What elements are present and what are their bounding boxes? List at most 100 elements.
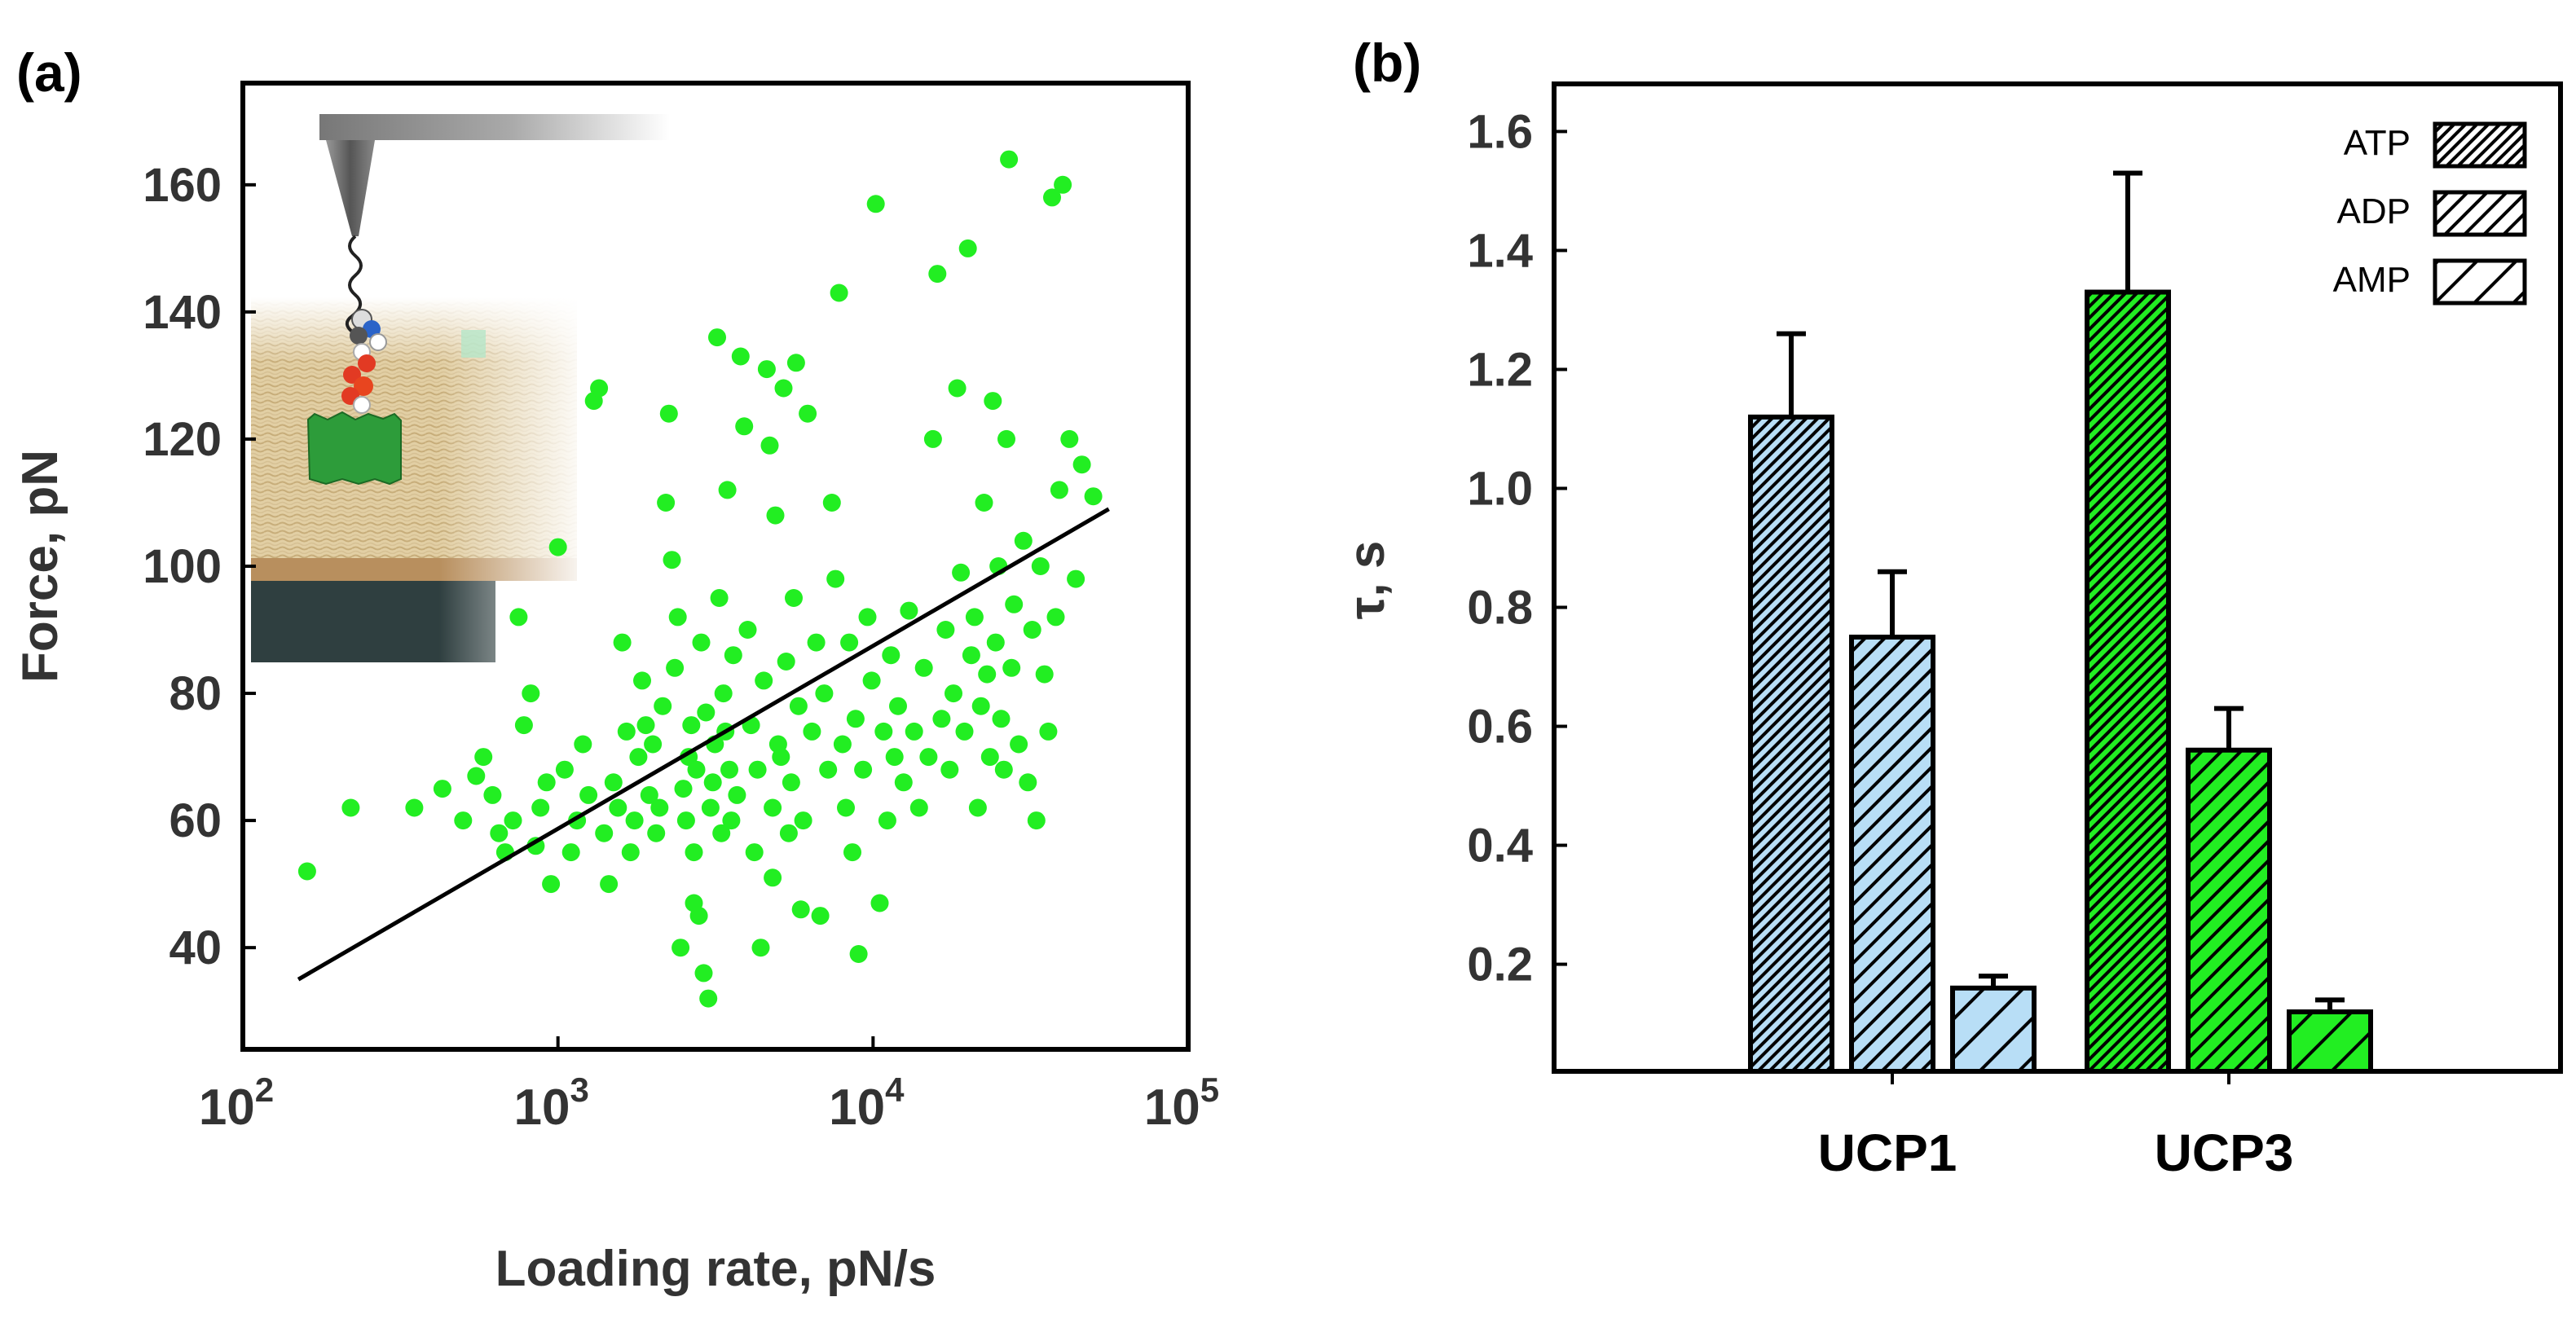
scatter-point (710, 589, 729, 607)
chart-b-ytick-label: 1.4 (1467, 224, 1533, 277)
scatter-point (840, 633, 859, 652)
scatter-point (870, 894, 889, 912)
fit-line (297, 507, 1110, 982)
legend-label-adp: ADP (2337, 191, 2411, 231)
scatter-point (919, 748, 938, 767)
scatter-point (682, 716, 701, 735)
chart-b-ylabel: τ, s (1339, 541, 1395, 620)
scatter-point (811, 907, 830, 925)
scatter-point (433, 780, 451, 798)
scatter-point (672, 939, 690, 957)
chart-a-ytick-label: 60 (169, 794, 222, 847)
scatter-point (986, 633, 1005, 652)
scatter-point (945, 684, 962, 703)
scatter-point (1010, 735, 1028, 754)
scatter-point (604, 773, 623, 792)
scatter-point (692, 633, 711, 652)
scatter-point (909, 798, 928, 817)
scatter-point (674, 780, 693, 798)
scatter-point (936, 621, 955, 639)
scatter-point (561, 843, 580, 862)
scatter-point (522, 684, 540, 703)
category-label-ucp1: UCP1 (1818, 1123, 1957, 1182)
chart-a-fit (297, 507, 1110, 982)
category-label-ucp3: UCP3 (2155, 1123, 2294, 1182)
scatter-point (965, 608, 984, 627)
chart-a-ytick-label: 140 (143, 286, 222, 339)
scatter-point (297, 862, 316, 881)
scatter-point (676, 811, 695, 830)
scatter-point (858, 608, 877, 627)
ligand-atom (343, 366, 361, 384)
scatter-point (1031, 557, 1050, 575)
scatter-point (866, 195, 885, 213)
scatter-point (694, 964, 713, 983)
scatter-point (1014, 531, 1033, 550)
scatter-point (600, 875, 619, 894)
chart-a-axes: 40 60 80 100 120 140 160 102 103 104 105 (143, 159, 1219, 1136)
scatter-point (647, 824, 666, 842)
afm-inset-illustration (251, 114, 670, 664)
chart-b-ytick-label: 0.4 (1467, 820, 1533, 873)
scatter-point (791, 900, 810, 919)
scatter-point (685, 843, 703, 862)
chart-a-ytick-label: 120 (143, 413, 222, 466)
scatter-point (531, 798, 550, 817)
scatter-point (537, 773, 556, 792)
scatter-point (785, 589, 803, 607)
scatter-point (621, 843, 640, 862)
chart-a-xtick-label: 104 (829, 1071, 905, 1136)
scatter-point (579, 785, 598, 804)
scatter-point (1005, 595, 1024, 613)
chart-a-points (297, 150, 1103, 1008)
ligand-atom (358, 354, 376, 372)
legend-swatch-amp (2433, 258, 2527, 306)
scatter-point (955, 722, 974, 741)
chart-b-bars (1748, 170, 2373, 1074)
scatter-point (1019, 773, 1037, 792)
scatter-point (1035, 665, 1054, 684)
afm-cantilever (319, 114, 670, 140)
scatter-point (952, 563, 971, 582)
bar-ucp1-atp (1748, 414, 1834, 1074)
scatter-point (1050, 481, 1068, 499)
scatter-point (1043, 188, 1061, 207)
scatter-point (1002, 658, 1021, 677)
scatter-point (978, 665, 997, 684)
scatter-point (843, 843, 861, 862)
scatter-point (1072, 455, 1091, 474)
panel-b-label: (b) (1353, 33, 1421, 93)
chart-a-ytick-label: 80 (169, 667, 222, 720)
scatter-point (905, 722, 923, 741)
scatter-point (958, 239, 977, 257)
scatter-point (722, 811, 741, 830)
scatter-point (779, 824, 798, 842)
scatter-point (712, 824, 731, 842)
scatter-point (940, 760, 959, 779)
scatter-point (854, 760, 873, 779)
scatter-point (1067, 569, 1085, 588)
scatter-point (454, 811, 473, 830)
scatter-point (772, 748, 790, 767)
scatter-point (846, 710, 865, 728)
scatter-point (718, 481, 737, 499)
scatter-point (885, 748, 904, 767)
scatter-point (992, 710, 1011, 728)
scatter-point (826, 569, 845, 588)
chart-b-ytick-label: 1.0 (1467, 462, 1533, 515)
scatter-point (757, 360, 776, 379)
scatter-point (542, 875, 561, 894)
scatter-point (708, 328, 726, 347)
chart-a-xtick-label: 105 (1144, 1071, 1219, 1136)
scatter-point (975, 494, 993, 512)
scatter-point (815, 684, 834, 703)
scatter-point (819, 760, 838, 779)
scatter-point (1084, 487, 1103, 506)
scatter-point (928, 265, 947, 284)
chart-a-xtick-label: 102 (199, 1071, 274, 1136)
chart-a-ytick-label: 160 (143, 159, 222, 212)
scatter-point (697, 703, 716, 722)
scatter-point (799, 404, 817, 423)
scatter-point (668, 608, 687, 627)
